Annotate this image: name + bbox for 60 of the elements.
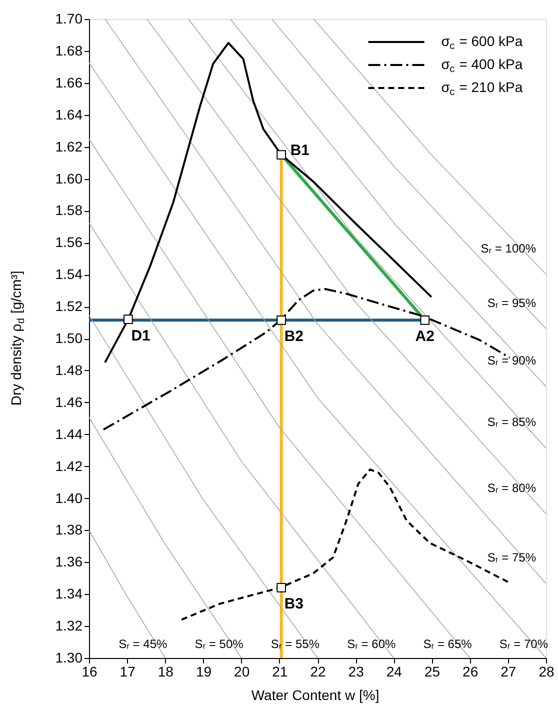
x-tick-label: 17 bbox=[120, 664, 136, 680]
data-label: B3 bbox=[284, 596, 304, 613]
annotation: Sᵣ = 95% bbox=[487, 296, 536, 310]
annotation: Sᵣ = 85% bbox=[487, 415, 536, 430]
x-tick-label: 26 bbox=[462, 664, 478, 680]
y-tick-label: 1.46 bbox=[55, 394, 83, 410]
data-label: B1 bbox=[290, 142, 310, 159]
y-tick-label: 1.38 bbox=[55, 522, 83, 538]
y-tick-label: 1.66 bbox=[55, 74, 83, 90]
y-tick-label: 1.32 bbox=[55, 618, 83, 634]
y-tick-label: 1.50 bbox=[55, 330, 83, 346]
annotation: Sᵣ = 90% bbox=[487, 354, 536, 368]
data-label: A2 bbox=[415, 328, 434, 346]
x-tick-label: 24 bbox=[386, 664, 402, 680]
x-tick-label: 25 bbox=[424, 664, 440, 680]
x-tick-label: 22 bbox=[310, 664, 326, 680]
annotation: Sᵣ = 70% bbox=[499, 637, 548, 651]
x-tick-label: 28 bbox=[538, 664, 554, 680]
annotation: Sᵣ = 100% bbox=[480, 241, 536, 256]
x-tick-label: 21 bbox=[272, 664, 288, 680]
annotation: Sᵣ = 45% bbox=[118, 637, 168, 651]
y-axis-title: Dry density ρd [g/cm³] bbox=[8, 270, 27, 406]
y-tick-label: 1.52 bbox=[55, 298, 83, 314]
point bbox=[420, 315, 430, 325]
line-series bbox=[104, 42, 432, 364]
point bbox=[276, 315, 286, 325]
y-tick-label: 1.60 bbox=[55, 170, 83, 186]
x-tick-label: 23 bbox=[348, 664, 364, 680]
y-tick-label: 1.40 bbox=[55, 490, 83, 506]
data-label: B2 bbox=[284, 328, 304, 346]
point bbox=[124, 314, 133, 324]
annotation: Sᵣ = 75% bbox=[487, 550, 536, 565]
y-tick-label: 1.48 bbox=[55, 362, 83, 378]
x-tick-label: 27 bbox=[500, 664, 516, 680]
line-series bbox=[102, 288, 511, 431]
y-tick-label: 1.34 bbox=[55, 586, 83, 602]
y-tick-label: 1.44 bbox=[55, 426, 83, 442]
y-tick-label: 1.30 bbox=[55, 650, 83, 666]
point bbox=[276, 583, 286, 592]
x-axis-title: Water Content w [%] bbox=[251, 687, 380, 703]
annotation: Sᵣ = 80% bbox=[487, 480, 536, 495]
y-tick-label: 1.36 bbox=[55, 554, 83, 570]
y-tick-label: 1.54 bbox=[55, 266, 83, 282]
annotation: Sᵣ = 65% bbox=[423, 637, 472, 651]
y-tick-label: 1.56 bbox=[55, 234, 83, 250]
x-tick-label: 19 bbox=[196, 664, 212, 680]
y-tick-label: 1.68 bbox=[55, 42, 83, 58]
annotation: Sᵣ = 60% bbox=[347, 637, 396, 651]
annotation: Sᵣ = 50% bbox=[194, 637, 244, 651]
x-tick-label: 16 bbox=[82, 664, 98, 680]
y-tick-label: 1.42 bbox=[55, 458, 83, 474]
line-series bbox=[180, 468, 511, 621]
y-tick-label: 1.64 bbox=[55, 106, 83, 122]
data-label: D1 bbox=[131, 327, 150, 344]
point bbox=[276, 150, 286, 160]
y-tick-label: 1.58 bbox=[55, 202, 83, 218]
x-tick-label: 20 bbox=[234, 664, 250, 680]
x-tick-label: 18 bbox=[158, 664, 174, 680]
y-tick-label: 1.62 bbox=[55, 138, 83, 154]
y-tick-label: 1.70 bbox=[55, 10, 83, 26]
